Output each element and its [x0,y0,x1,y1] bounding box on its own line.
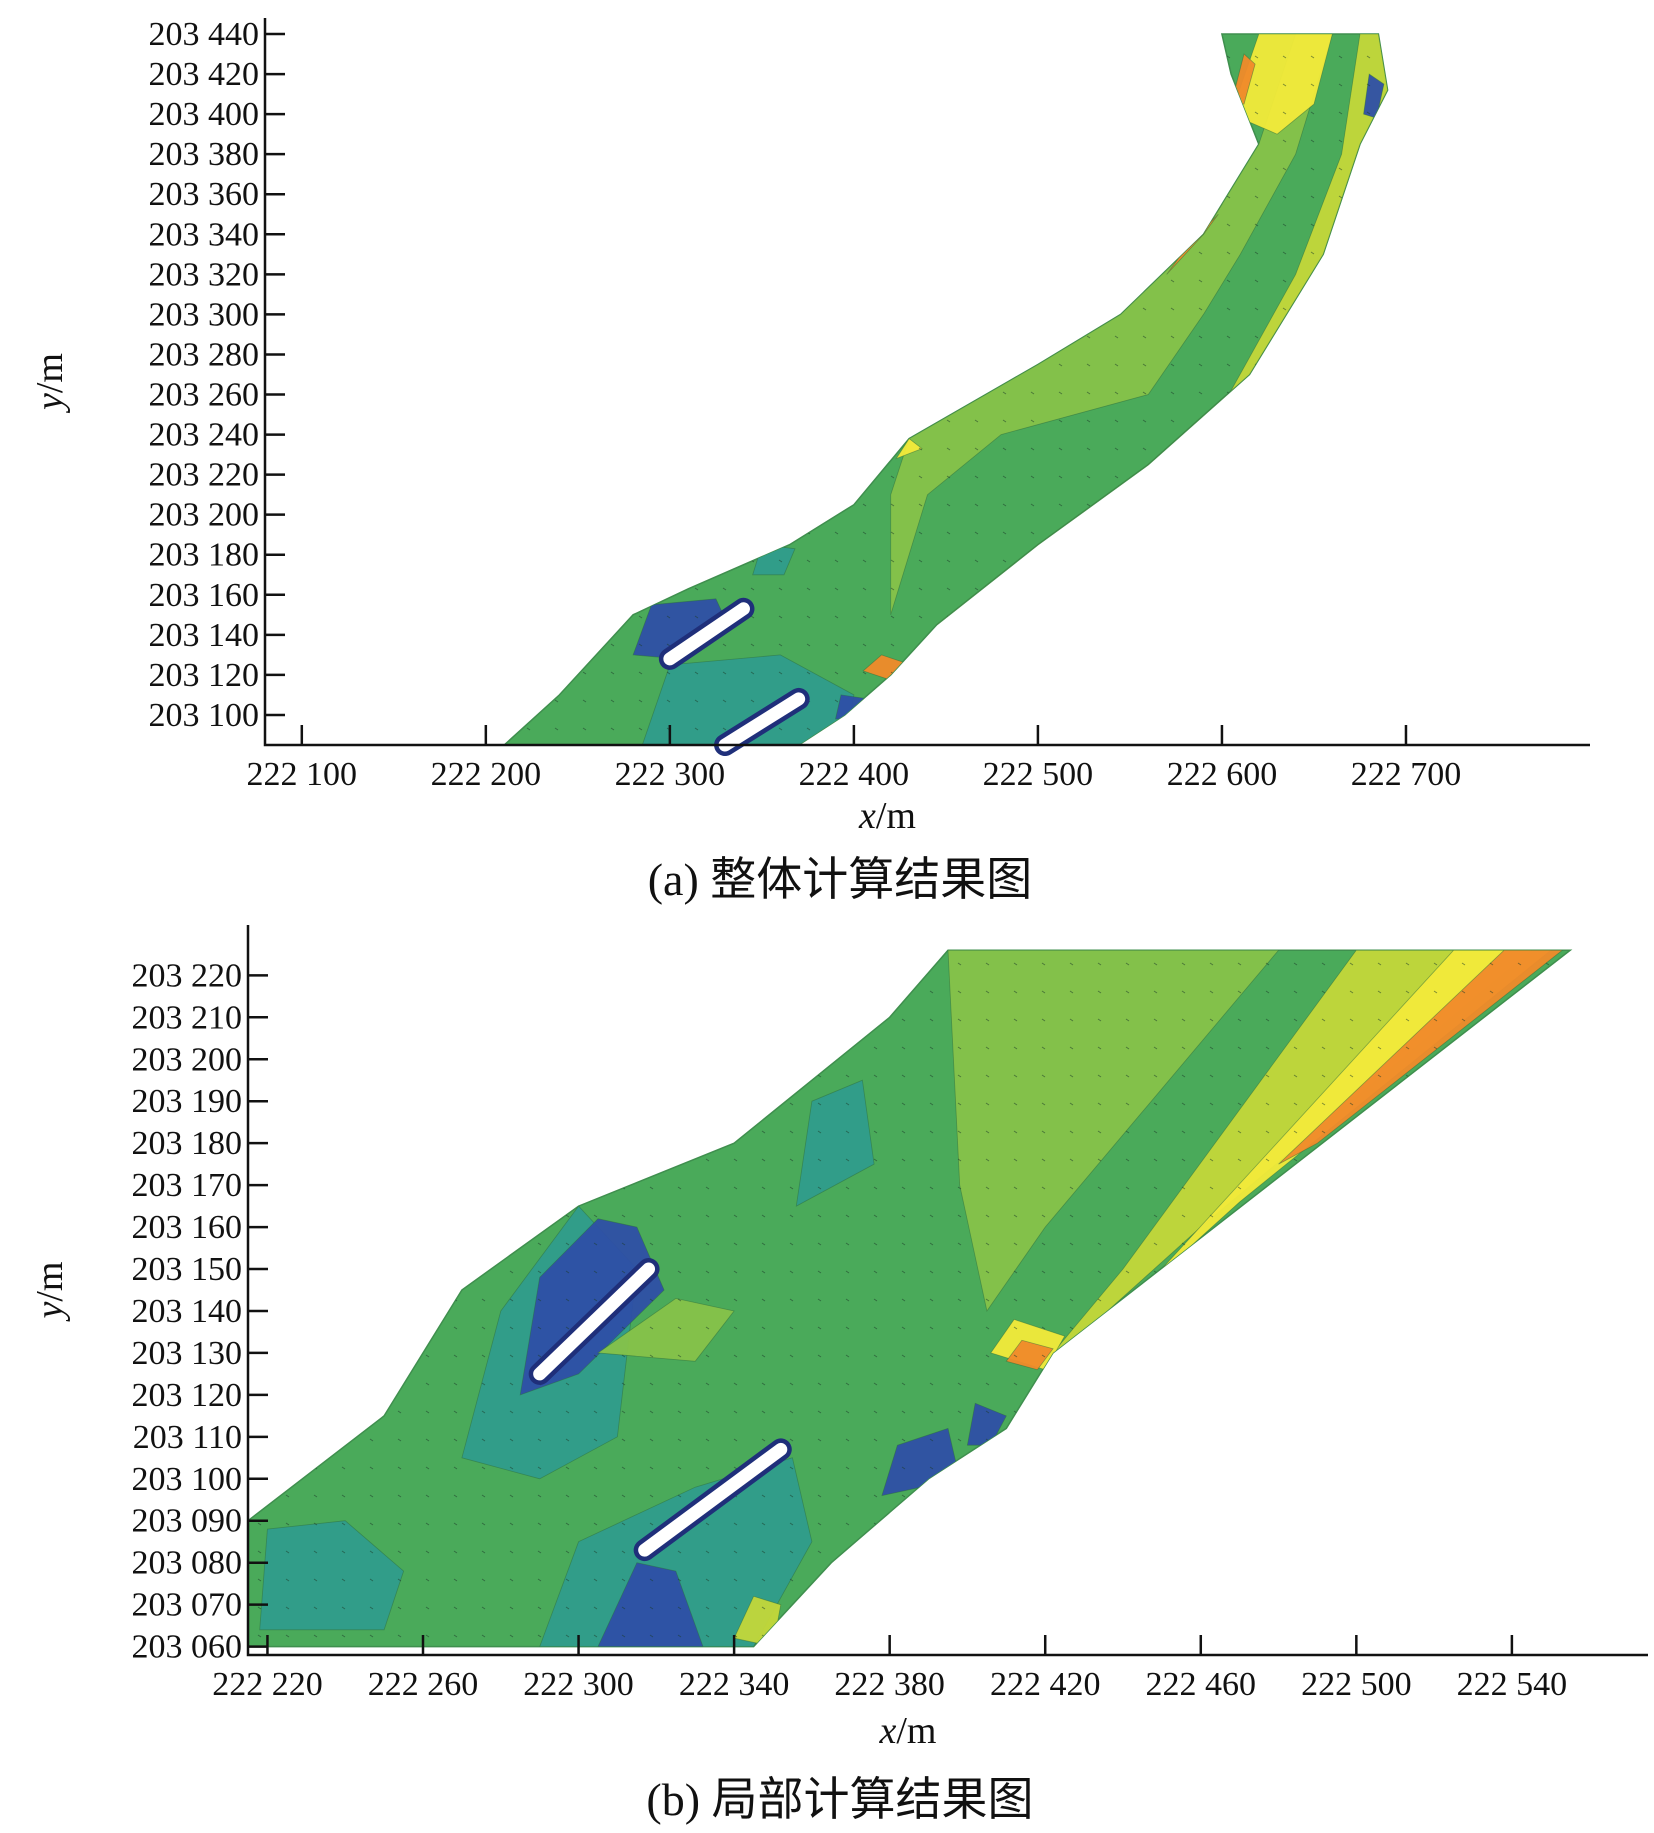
contour-region-orange [1005,1339,1054,1371]
y-tick-label: 203 360 [149,176,260,213]
y-tick-label: 203 170 [132,1167,243,1204]
plot-area-b [247,949,1573,1648]
y-tick-label: 203 240 [149,417,260,454]
y-tick-label: 203 220 [132,957,243,994]
x-tick-label: 222 700 [1351,756,1462,793]
y-tick-label: 203 280 [149,336,260,373]
y-ticks-b: 203 060 203 070 203 080 203 090 203 100 203 1… [132,957,268,1666]
y-tick-label: 203 320 [149,256,260,293]
x-tick-label: 222 260 [368,1666,479,1703]
y-tick-label: 203 090 [132,1503,243,1540]
caption-a: (a) 整体计算结果图 [648,854,1033,905]
x-tick-label: 222 380 [834,1666,945,1703]
contour-region-teal [259,1520,405,1631]
y-tick-label: 203 190 [132,1083,243,1120]
x-tick-label: 222 540 [1457,1666,1568,1703]
y-tick-label: 203 130 [132,1335,243,1372]
y-axis-label-a: y/m [29,353,71,414]
x-tick-label: 222 420 [990,1666,1101,1703]
y-tick-label: 203 140 [132,1293,243,1330]
y-tick-label: 203 120 [149,657,260,694]
contour-region-green_light [596,1297,735,1362]
y-tick-label: 203 100 [149,697,260,734]
spur-dike [533,1262,656,1381]
x-tick-label: 222 200 [431,756,542,793]
y-tick-label: 203 220 [149,457,260,494]
x-tick-label: 222 500 [1301,1666,1412,1703]
x-tick-label: 222 340 [679,1666,790,1703]
x-tick-label: 222 300 [523,1666,634,1703]
y-tick-label: 203 060 [132,1629,243,1666]
y-tick-label: 203 380 [149,136,260,173]
x-axis-label-b: x/m [879,1710,937,1752]
contour-region-yellow [1142,950,1552,1291]
x-tick-label: 222 220 [212,1666,323,1703]
x-tick-label: 222 500 [983,756,1094,793]
spur-dike [638,1442,788,1557]
contour-region-green_light [947,950,1280,1312]
spur-dike [663,602,750,666]
y-tick-label: 203 070 [132,1587,243,1624]
x-ticks-a: 222 100 222 200 222 300 222 400 222 500 222 6… [247,725,1462,793]
y-tick-label: 203 140 [149,617,260,654]
caption-b: (b) 局部计算结果图 [646,1774,1033,1825]
axis-frame-b [246,925,1648,1657]
y-tick-label: 203 180 [132,1125,243,1162]
x-axis-label-a: x/m [858,795,916,837]
y-tick-label: 203 300 [149,296,260,333]
contour-region-dark_blue [597,1562,704,1647]
y-tick-label: 203 120 [132,1377,243,1414]
contour-region-orange [1278,950,1564,1165]
y-tick-label: 203 210 [132,999,243,1036]
contour-region-teal [795,1079,875,1207]
y-tick-label: 203 080 [132,1545,243,1582]
x-tick-label: 222 600 [1167,756,1278,793]
x-tick-label: 222 100 [247,756,358,793]
river-body [502,33,1389,746]
y-tick-label: 203 340 [149,216,260,253]
x-ticks-b: 222 220 222 260 222 300 222 340 222 380 222 4… [212,1635,1567,1703]
contour-region-teal [641,654,855,745]
plot-area-a [502,33,1389,756]
x-tick-label: 222 460 [1146,1666,1257,1703]
panel-b: 203 060 203 070 203 080 203 090 203 100 203 1… [29,925,1648,1825]
y-tick-label: 203 160 [149,577,260,614]
contour-region-yellow [895,438,923,460]
x-tick-label: 222 300 [615,756,726,793]
y-tick-label: 203 200 [149,497,260,534]
y-tick-label: 203 110 [133,1419,242,1456]
y-tick-label: 203 420 [149,56,260,93]
contour-region-teal [539,1457,813,1647]
y-tick-label: 203 440 [149,16,260,53]
contour-region-yellow [1230,34,1333,135]
y-tick-label: 203 180 [149,537,260,574]
y-tick-label: 203 100 [132,1461,243,1498]
y-axis-label-b: y/m [29,1262,71,1323]
axis-frame-a [263,18,1590,747]
y-tick-label: 203 160 [132,1209,243,1246]
y-tick-label: 203 150 [132,1251,243,1288]
spur-dike [718,692,806,752]
y-tick-label: 203 260 [149,377,260,414]
y-tick-label: 203 200 [132,1041,243,1078]
y-tick-label: 203 400 [149,96,260,133]
x-tick-label: 222 400 [799,756,910,793]
